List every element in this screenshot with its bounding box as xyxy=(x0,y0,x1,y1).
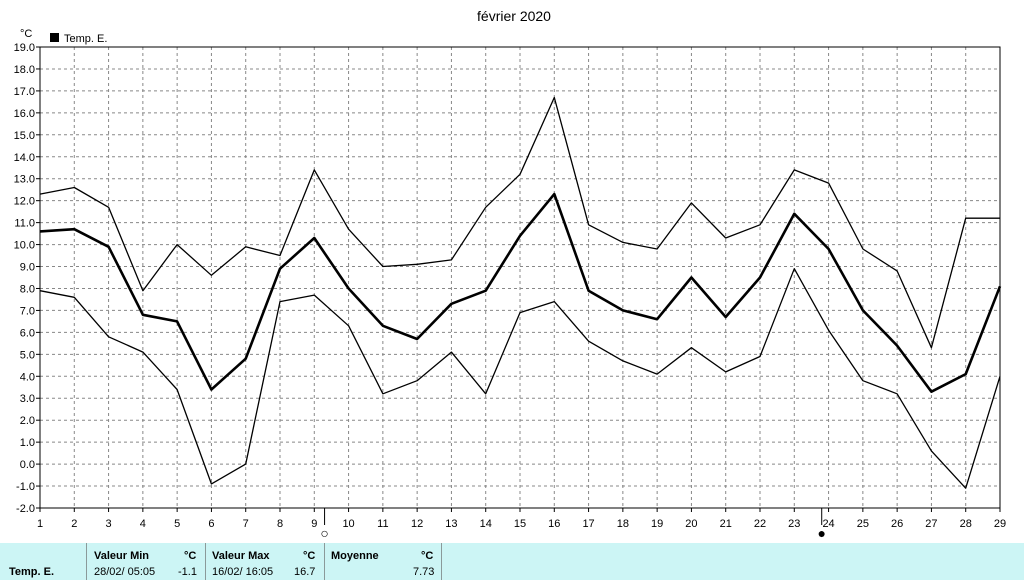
x-tick-label: 7 xyxy=(243,518,249,530)
x-tick-label: 19 xyxy=(651,518,663,530)
footer-series-label: Temp. E. xyxy=(9,566,55,578)
x-tick-label: 25 xyxy=(857,518,869,530)
max-unit: °C xyxy=(303,550,316,562)
y-tick-label: 2.0 xyxy=(20,415,35,427)
x-tick-label: 29 xyxy=(994,518,1006,530)
y-tick-label: 1.0 xyxy=(20,437,35,449)
x-tick-label: 16 xyxy=(548,518,560,530)
y-tick-label: 18.0 xyxy=(14,64,35,76)
x-tick-label: 22 xyxy=(754,518,766,530)
footer-divider xyxy=(441,543,442,580)
max-label: Valeur Max xyxy=(212,550,270,562)
y-tick-label: 6.0 xyxy=(20,327,35,339)
legend-swatch xyxy=(50,33,59,42)
y-tick-label: 11.0 xyxy=(14,218,35,230)
x-tick-label: 27 xyxy=(925,518,937,530)
min-value: -1.1 xyxy=(178,566,197,578)
y-tick-label: 19.0 xyxy=(14,42,35,54)
x-tick-label: 18 xyxy=(617,518,629,530)
footer-divider xyxy=(324,543,325,580)
y-tick-label: 0.0 xyxy=(20,459,35,471)
x-tick-label: 20 xyxy=(685,518,697,530)
stats-footer: Temp. E. Valeur Min °C 28/02/ 05:05 -1.1… xyxy=(0,543,1024,580)
y-tick-label: 14.0 xyxy=(14,152,35,164)
temperature-chart: février 2020 °C Temp. E. -2.0 -1.0 0.0 1.0 2… xyxy=(14,8,1007,541)
moon-phase-icon: ● xyxy=(817,525,825,541)
x-tick-label: 23 xyxy=(788,518,800,530)
chart-title: février 2020 xyxy=(477,8,551,24)
y-tick-label: 8.0 xyxy=(20,283,35,295)
x-tick-label: 3 xyxy=(106,518,112,530)
x-tick-label: 21 xyxy=(720,518,732,530)
y-tick-label: 10.0 xyxy=(14,240,35,252)
y-tick-label: 13.0 xyxy=(14,174,35,186)
x-tick-label: 24 xyxy=(822,518,834,530)
min-unit: °C xyxy=(184,550,197,562)
y-tick-label: 4.0 xyxy=(20,371,35,383)
x-tick-label: 12 xyxy=(411,518,423,530)
series-line-max xyxy=(39,96,1000,349)
x-tick-label: 28 xyxy=(960,518,972,530)
x-tick-label: 6 xyxy=(208,518,214,530)
y-tick-label: 12.0 xyxy=(14,196,35,208)
max-value: 16.7 xyxy=(294,566,316,578)
y-tick-label: 15.0 xyxy=(14,130,35,142)
y-tick-label: 16.0 xyxy=(14,108,35,120)
min-label: Valeur Min xyxy=(94,550,150,562)
footer-divider xyxy=(205,543,206,580)
x-axis: 1 2 3 4 5 6 7 8 9 10 11 12 13 14 15 16 17 18 19 20 21 22 23 24 2… xyxy=(37,508,1006,530)
moon-phase-icon: ○ xyxy=(320,525,328,541)
x-tick-label: 17 xyxy=(582,518,594,530)
y-tick-label: 7.0 xyxy=(20,305,35,317)
mean-value: 7.73 xyxy=(413,566,435,578)
x-tick-label: 1 xyxy=(37,518,43,530)
x-tick-label: 14 xyxy=(480,518,492,530)
legend-label: Temp. E. xyxy=(64,33,107,45)
mean-unit: °C xyxy=(421,550,434,562)
y-axis: -2.0 -1.0 0.0 1.0 2.0 3.0 4.0 5.0 6.0 7.0 8.0 9.0 10… xyxy=(14,42,40,515)
x-tick-label: 26 xyxy=(891,518,903,530)
grid xyxy=(40,47,1000,508)
y-tick-label: -2.0 xyxy=(16,503,35,515)
mean-label: Moyenne xyxy=(331,550,379,562)
x-tick-label: 11 xyxy=(377,518,388,530)
series xyxy=(39,96,1002,489)
x-tick-label: 15 xyxy=(514,518,526,530)
y-tick-label: 9.0 xyxy=(20,262,35,274)
x-tick-label: 9 xyxy=(311,518,317,530)
footer-divider xyxy=(86,543,87,580)
y-tick-label: 5.0 xyxy=(20,349,35,361)
x-tick-label: 13 xyxy=(445,518,457,530)
y-tick-label: 17.0 xyxy=(14,86,35,98)
y-tick-label: 3.0 xyxy=(20,393,35,405)
x-tick-label: 5 xyxy=(174,518,180,530)
min-date: 28/02/ 05:05 xyxy=(94,566,156,578)
max-date: 16/02/ 16:05 xyxy=(212,566,274,578)
moon-markers: ○ ● xyxy=(320,508,826,541)
x-tick-label: 10 xyxy=(342,518,354,530)
series-line-mean xyxy=(39,192,1002,394)
series-line-min xyxy=(39,268,1001,489)
x-tick-label: 2 xyxy=(71,518,77,530)
x-tick-label: 4 xyxy=(140,518,146,530)
y-tick-label: -1.0 xyxy=(16,481,35,493)
x-tick-label: 8 xyxy=(277,518,283,530)
y-axis-unit: °C xyxy=(20,28,32,40)
